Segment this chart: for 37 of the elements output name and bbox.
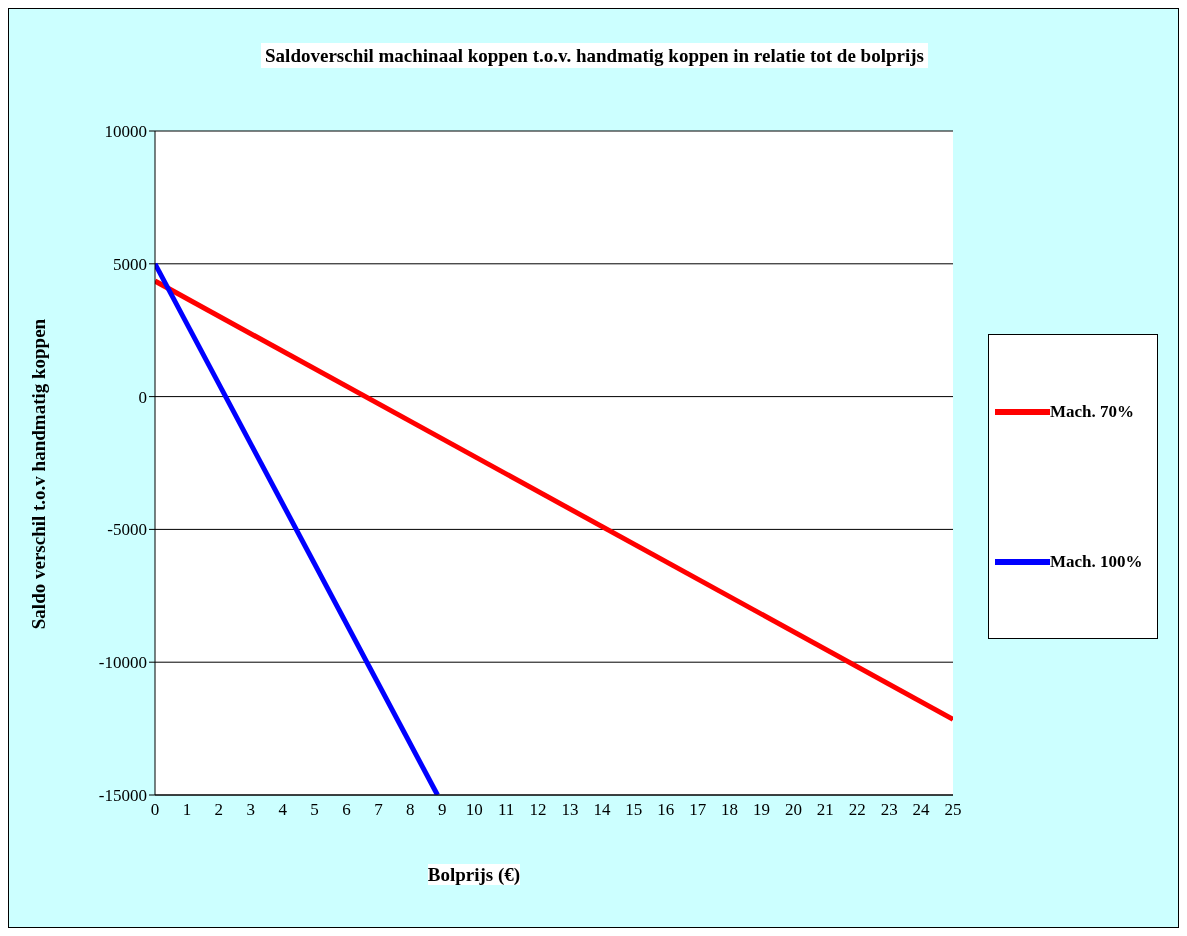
x-tick-label: 1 bbox=[182, 800, 192, 820]
x-tick-label: 20 bbox=[784, 800, 802, 820]
x-tick-label: 9 bbox=[438, 800, 447, 820]
y-axis-title: Saldo verschil t.o.v handmatig koppen bbox=[28, 318, 49, 630]
y-tick-label: -15000 bbox=[98, 786, 147, 806]
x-tick-label: 19 bbox=[752, 800, 770, 820]
y-tick-label: -10000 bbox=[98, 653, 147, 673]
legend-label: Mach. 100% bbox=[1050, 551, 1143, 572]
x-tick-label: 12 bbox=[529, 800, 547, 820]
x-tick-label: 7 bbox=[374, 800, 384, 820]
x-tick-label: 22 bbox=[848, 800, 866, 820]
x-tick-label: 24 bbox=[912, 800, 931, 820]
x-tick-label: 10 bbox=[465, 800, 483, 820]
y-tick-label: 5000 bbox=[113, 254, 147, 274]
x-tick-label: 16 bbox=[657, 800, 675, 820]
y-tick-label: 10000 bbox=[104, 122, 147, 142]
x-tick-label: 18 bbox=[721, 800, 739, 820]
y-tick-label: 0 bbox=[138, 387, 147, 407]
x-tick-label: 5 bbox=[310, 800, 319, 820]
x-tick-label: 14 bbox=[593, 800, 611, 820]
x-tick-label: 25 bbox=[944, 800, 962, 820]
x-tick-label: 21 bbox=[816, 800, 834, 820]
x-tick-label: 4 bbox=[278, 800, 288, 820]
x-tick-label: 13 bbox=[561, 800, 579, 820]
x-tick-label: 6 bbox=[342, 800, 351, 820]
chart-title: Saldoverschil machinaal koppen t.o.v. handmatig koppen in relatie tot de bolprijs bbox=[261, 43, 928, 68]
x-tick-label: 2 bbox=[214, 800, 224, 820]
x-tick-label: 3 bbox=[246, 800, 256, 820]
x-tick-label: 17 bbox=[689, 800, 707, 820]
y-tick-label: -5000 bbox=[107, 520, 147, 540]
legend-label: Mach. 70% bbox=[1050, 401, 1135, 422]
x-tick-label: 15 bbox=[625, 800, 643, 820]
x-axis-title: Bolprijs (€) bbox=[427, 864, 521, 885]
x-tick-label: 0 bbox=[150, 800, 160, 820]
x-tick-label: 11 bbox=[497, 800, 515, 820]
x-tick-label: 23 bbox=[880, 800, 898, 820]
x-tick-label: 8 bbox=[406, 800, 415, 820]
